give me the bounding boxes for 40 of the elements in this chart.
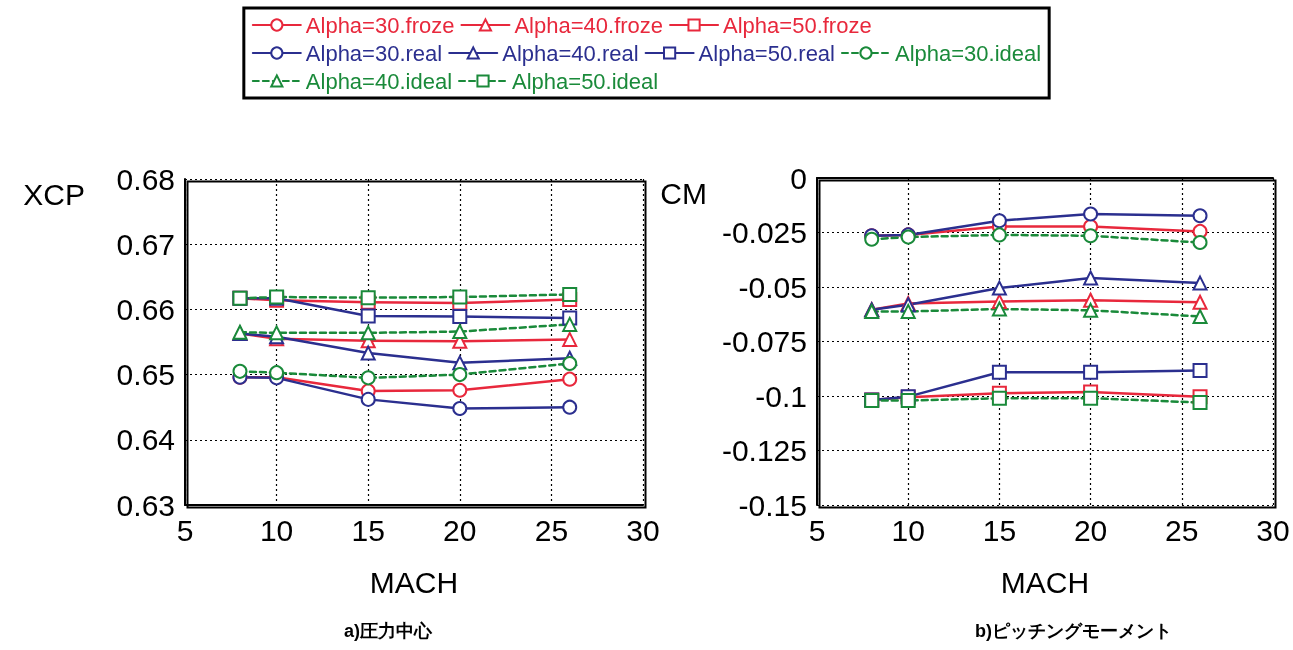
x-axis-title: MACH <box>369 565 459 599</box>
y-tick-label: 0.66 <box>116 292 175 326</box>
y-tick-label: 0.65 <box>116 358 175 392</box>
y-tick-label: 0.64 <box>116 423 175 457</box>
x-tick-label: 15 <box>982 513 1017 547</box>
legend-label: Alpha=30.real <box>305 40 443 66</box>
legend-label: Alpha=50.froze <box>723 12 872 38</box>
y-tick-label: 0.68 <box>116 162 175 196</box>
y-tick-label: -0.025 <box>721 216 807 249</box>
y-tick-label: -0.15 <box>738 488 807 522</box>
y-tick-label: -0.1 <box>755 379 807 413</box>
x-tick-label: 10 <box>891 513 925 547</box>
x-tick-label: 30 <box>1256 513 1290 547</box>
text: a)圧力中心 <box>344 621 433 641</box>
x-tick-label: 25 <box>1165 513 1199 547</box>
legend-label: Alpha=30.ideal <box>894 40 1042 66</box>
y-tick-label: -0.075 <box>721 325 807 358</box>
legend-label: Alpha=40.real <box>502 40 639 66</box>
legend-label: Alpha=50.ideal <box>512 68 659 94</box>
legend-label: Alpha=50.real <box>698 40 835 66</box>
legend-label: Alpha=40.froze <box>514 12 664 38</box>
x-tick-label: 10 <box>259 513 294 547</box>
y-tick-label: 0 <box>790 161 807 195</box>
x-tick-label: 5 <box>808 513 826 547</box>
x-tick-label: 20 <box>443 513 477 547</box>
y-tick-label: 0.63 <box>116 488 175 522</box>
legend-label: Alpha=30.froze <box>305 12 455 38</box>
y-axis-title: CM <box>660 176 707 210</box>
x-tick-label: 5 <box>176 513 194 547</box>
y-tick-label: -0.125 <box>721 434 807 467</box>
y-tick-label: -0.05 <box>738 270 807 304</box>
x-tick-label: 25 <box>534 513 569 547</box>
x-tick-label: 20 <box>1073 513 1108 547</box>
y-tick-label: 0.67 <box>116 227 175 261</box>
text: b)ピッチングモーメント <box>975 621 1172 641</box>
x-tick-label: 15 <box>351 513 385 547</box>
x-axis-title: MACH <box>1000 565 1090 599</box>
y-axis-title: XCP <box>23 177 85 211</box>
x-tick-label: 30 <box>626 513 660 547</box>
legend-label: Alpha=40.ideal <box>305 68 453 94</box>
